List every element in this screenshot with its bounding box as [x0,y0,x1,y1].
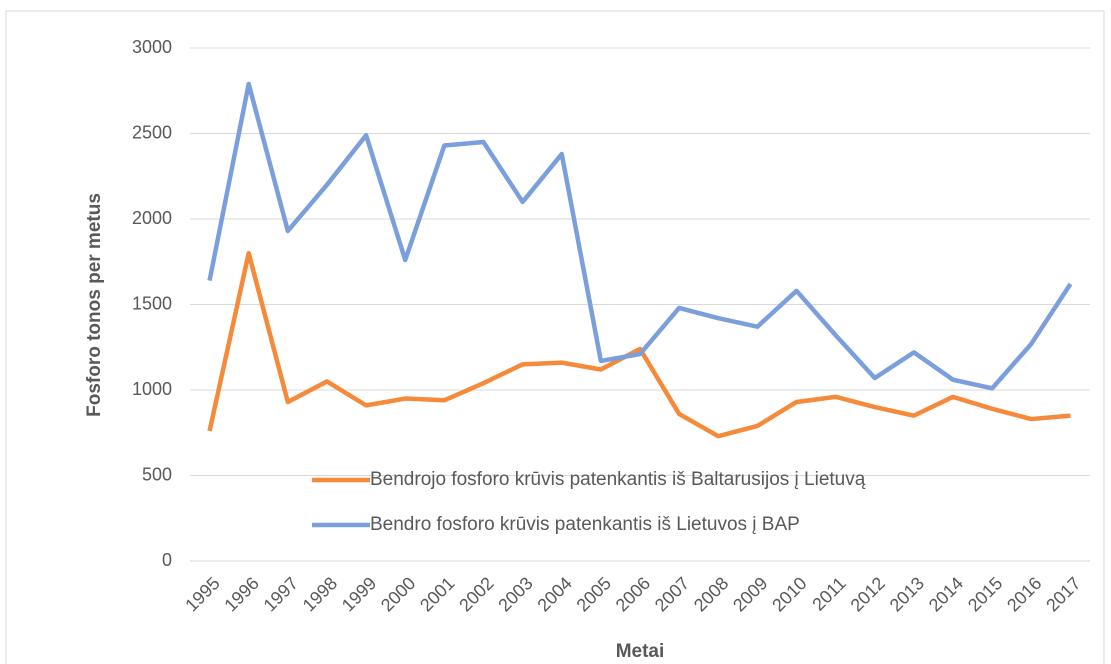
y-tick-label: 1500 [132,293,172,313]
series-line [207,250,1071,439]
y-tick-label: 500 [142,464,172,484]
y-axis-title: Fosforo tonos per metus [84,193,105,417]
y-tick-label: 2000 [132,208,172,228]
y-tick-label: 1000 [132,379,172,399]
x-axis-title: Metai [616,641,665,662]
y-tick-label: 0 [162,550,172,570]
legend-label: Bendro fosforo krūvis patenkantis iš Lie… [370,514,800,535]
y-tick-label: 2500 [132,122,172,142]
series-line [207,81,1073,391]
chart-frame [5,10,1105,664]
y-tick-label: 3000 [132,37,172,57]
legend-label: Bendrojo fosforo krūvis patenkantis iš B… [370,469,866,490]
